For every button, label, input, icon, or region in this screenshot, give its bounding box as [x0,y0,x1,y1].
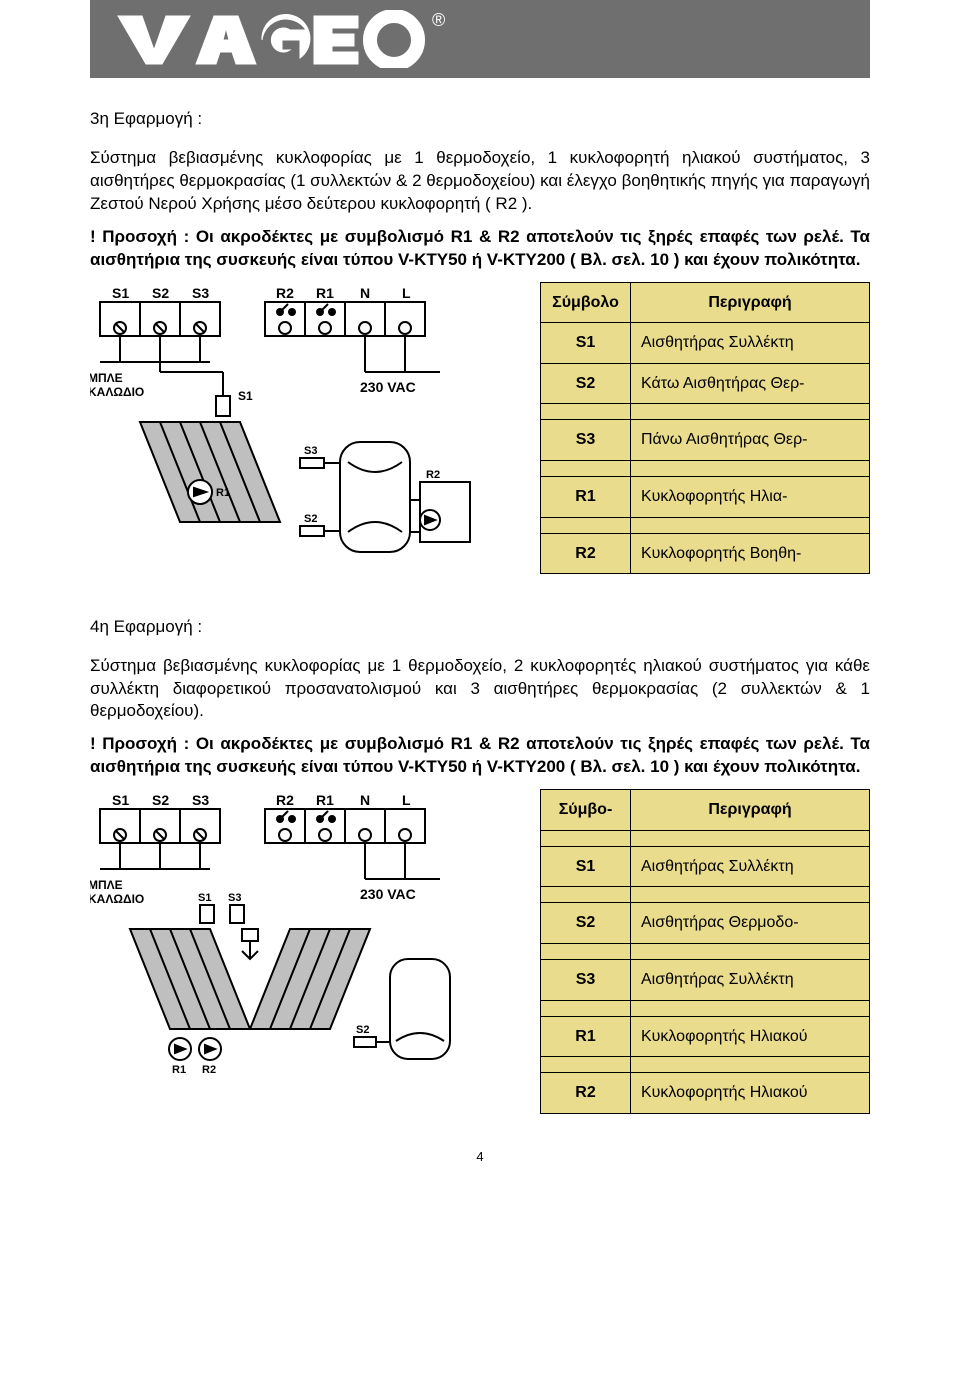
table-gap [541,404,870,420]
svg-text:R2: R2 [426,469,440,481]
svg-text:ΜΠΛΕ: ΜΠΛΕ [90,878,123,892]
svg-text:S3: S3 [304,445,317,457]
svg-text:R2: R2 [202,1064,216,1076]
table-gap [541,1000,870,1016]
app4-legend-table: Σύμβο- Περιγραφή S1 Αισθητήρας Συλλέκτη … [540,789,870,1114]
svg-text:S1: S1 [238,389,253,403]
table-gap [541,461,870,477]
table-row: S2 Αισθητήρας Θερμοδο- [541,903,870,944]
registered-mark: ® [432,10,445,30]
table-gap [541,517,870,533]
table-row: S2 Κάτω Αισθητήρας Θερ- [541,363,870,404]
app4-title: 4η Εφαρμογή : [90,616,870,639]
svg-text:R1: R1 [216,487,230,499]
table-gap [541,830,870,846]
svg-text:S2: S2 [304,513,317,525]
svg-text:S2: S2 [152,792,169,808]
svg-text:S1: S1 [112,285,129,301]
table-gap [541,944,870,960]
svg-text:R1: R1 [316,285,334,301]
table-row: R2 Κυκλοφορητής Βοηθη- [541,533,870,574]
svg-text:ΚΑΛΩΔΙΟ: ΚΑΛΩΔΙΟ [90,385,144,399]
table-row: R1 Κυκλοφορητής Ηλιακού [541,1016,870,1057]
table-gap [541,887,870,903]
svg-text:L: L [402,792,411,808]
table-row: R2 Κυκλοφορητής Ηλιακού [541,1073,870,1114]
vageo-logo: ® [114,10,454,68]
svg-text:S1: S1 [198,892,211,904]
app3-th-desc: Περιγραφή [631,282,870,323]
svg-text:S3: S3 [192,792,209,808]
svg-text:L: L [402,285,411,301]
svg-text:S2: S2 [356,1024,369,1036]
table-row: S3 Αισθητήρας Συλλέκτη [541,960,870,1001]
svg-text:230 VAC: 230 VAC [360,886,416,902]
svg-text:S3: S3 [228,892,241,904]
svg-text:R1: R1 [172,1064,186,1076]
svg-text:N: N [360,792,370,808]
svg-text:ΜΠΛΕ: ΜΠΛΕ [90,371,123,385]
app3-title: 3η Εφαρμογή : [90,108,870,131]
app3-warning: ! Προσοχή : Οι ακροδέκτες με συμβολισμό … [90,226,870,272]
table-gap [541,1057,870,1073]
app4-wiring-diagram: S1 S2 S3 R2 R1 N L 230 VAC [90,789,520,1089]
svg-text:S2: S2 [152,285,169,301]
table-row: R1 Κυκλοφορητής Ηλια- [541,477,870,518]
table-row: S3 Πάνω Αισθητήρας Θερ- [541,420,870,461]
table-row: S1 Αισθητήρας Συλλέκτη [541,323,870,364]
svg-text:R2: R2 [276,285,294,301]
svg-text:N: N [360,285,370,301]
svg-text:ΚΑΛΩΔΙΟ: ΚΑΛΩΔΙΟ [90,892,144,906]
table-row: S1 Αισθητήρας Συλλέκτη [541,846,870,887]
svg-text:S3: S3 [192,285,209,301]
app4-warning: ! Προσοχή : Οι ακροδέκτες με συμβολισμό … [90,733,870,779]
svg-text:S1: S1 [112,792,129,808]
app3-wiring-diagram: S1 S2 S3 R2 R1 N L [90,282,520,582]
svg-text:R1: R1 [316,792,334,808]
header-logo-bar: ® [90,0,870,78]
app3-th-sym: Σύμβολο [541,282,631,323]
app4-th-desc: Περιγραφή [631,790,870,831]
svg-text:R2: R2 [276,792,294,808]
app4-th-sym: Σύμβο- [541,790,631,831]
app3-legend-table: Σύμβολο Περιγραφή S1 Αισθητήρας Συλλέκτη… [540,282,870,575]
app3-description: Σύστημα βεβιασμένης κυκλοφορίας με 1 θερ… [90,147,870,216]
app4-description: Σύστημα βεβιασμένης κυκλοφορίας με 1 θερ… [90,655,870,724]
svg-text:230 VAC: 230 VAC [360,379,416,395]
page-number: 4 [0,1148,960,1186]
